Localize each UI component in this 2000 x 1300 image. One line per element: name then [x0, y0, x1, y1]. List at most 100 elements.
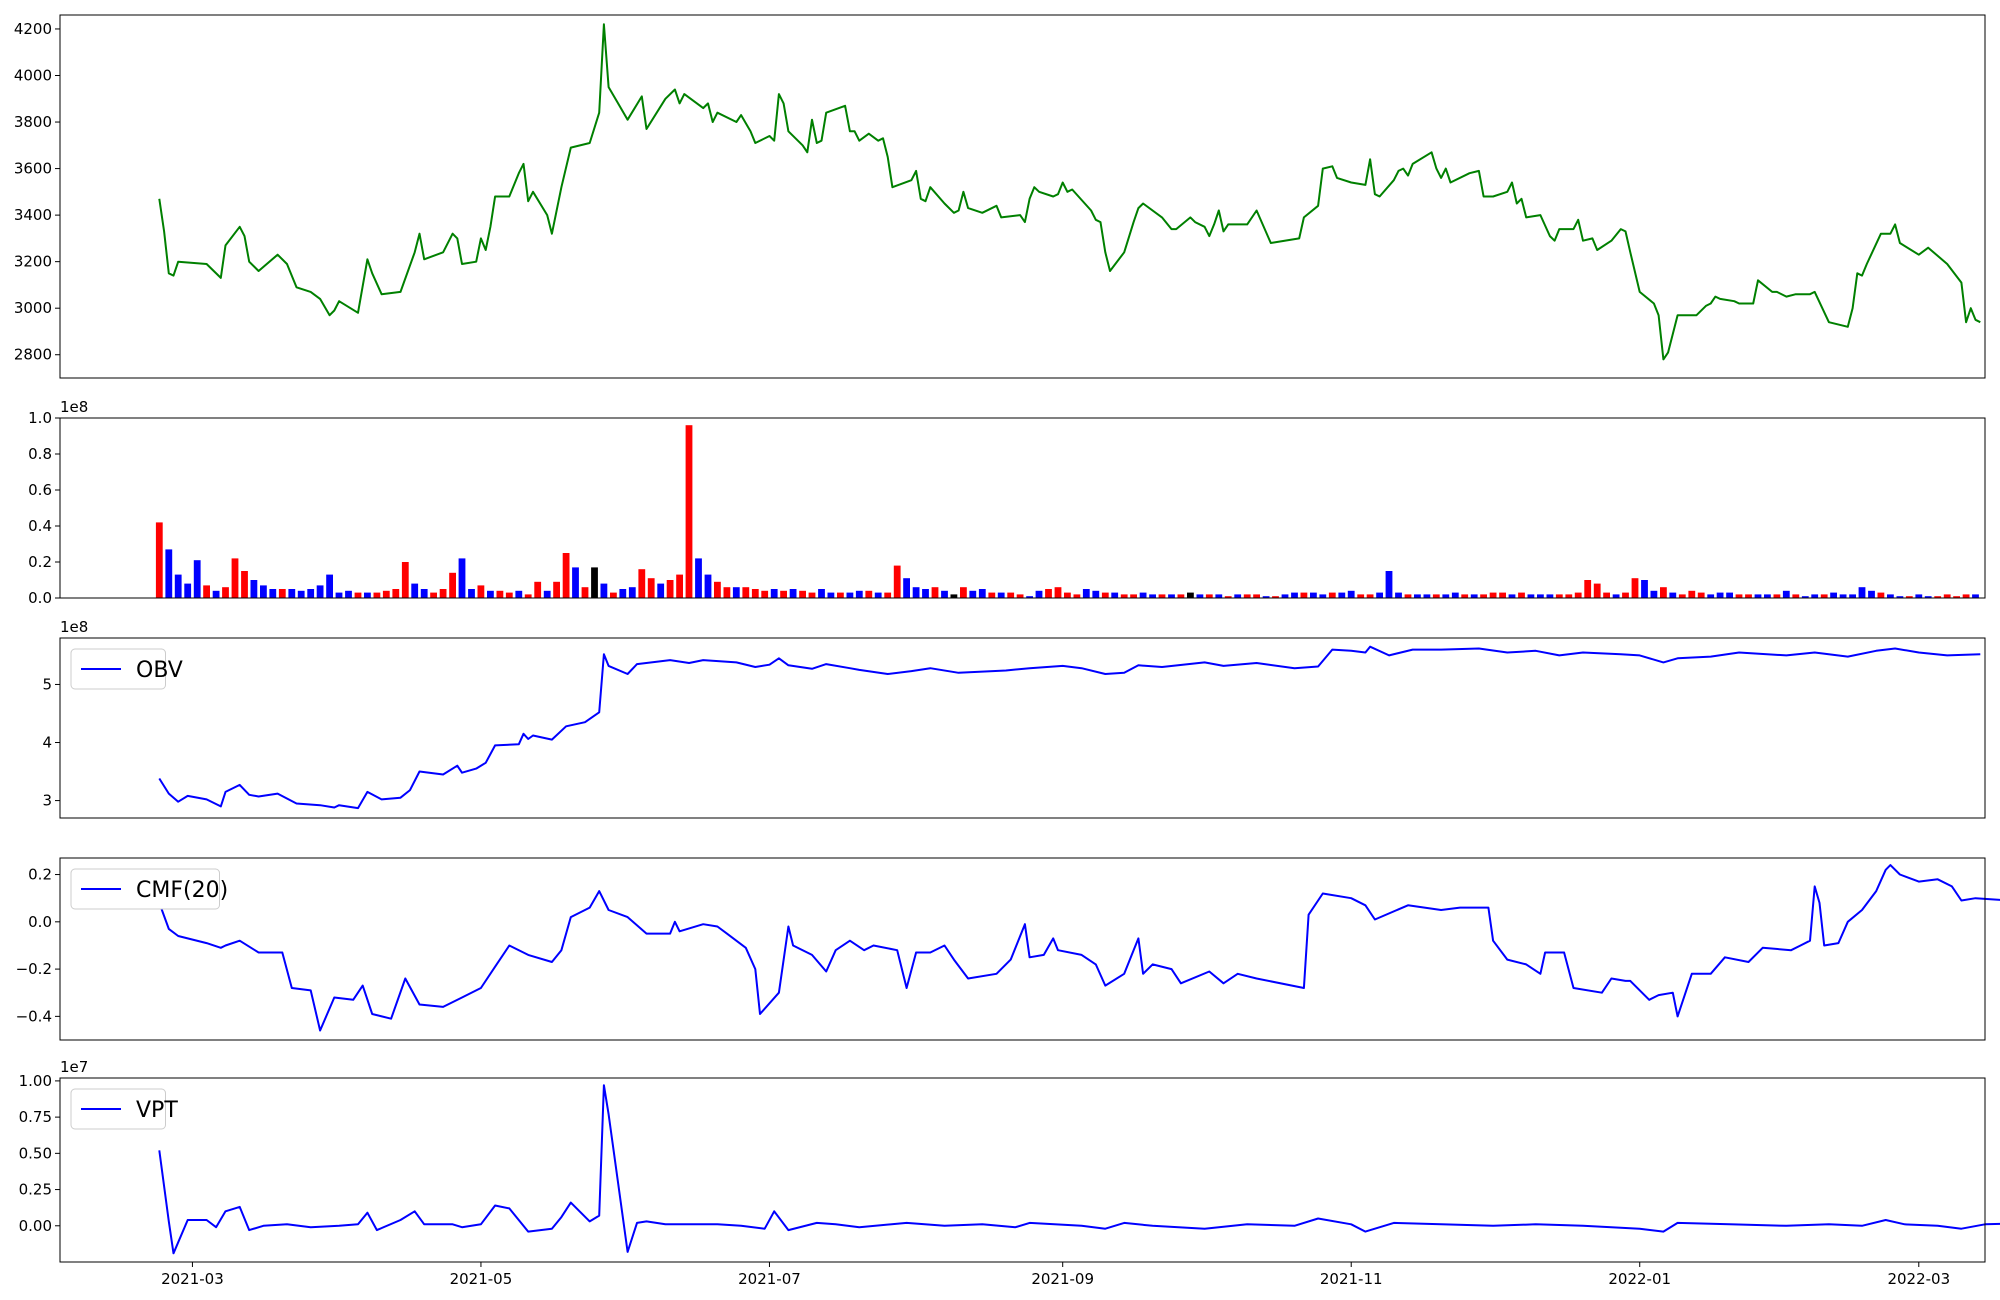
volume-bar	[1603, 592, 1610, 598]
volume-bar	[212, 590, 220, 598]
price-axes-frame	[59, 14, 1986, 379]
volume-bar	[1319, 594, 1327, 598]
volume-bar	[1234, 594, 1242, 598]
price-ytick-label: 3000	[14, 299, 52, 317]
volume-bar	[335, 592, 343, 598]
legend-label: VPT	[136, 1098, 178, 1123]
cmf-ytick-label: −0.2	[16, 960, 52, 978]
x-tick-label: 2021-07	[738, 1270, 801, 1288]
chart-panels: 280030003200340036003800400042000.00.20.…	[14, 14, 2000, 1263]
volume-bar	[808, 592, 816, 598]
volume-bar	[1688, 590, 1696, 598]
volume-bar	[591, 567, 598, 598]
volume-bar	[1972, 594, 1979, 598]
volume-bar	[1054, 587, 1062, 598]
obv-points	[159, 646, 1981, 809]
volume-bar	[1328, 592, 1336, 598]
volume-bar	[704, 574, 712, 598]
volume-bar	[1811, 594, 1819, 598]
volume-bar	[1612, 594, 1620, 598]
volume-bar	[1168, 594, 1175, 598]
volume-bar	[1205, 594, 1213, 598]
volume-bar	[1792, 594, 1800, 598]
volume-bar	[1574, 592, 1582, 598]
volume-bar	[1868, 590, 1875, 598]
volume-bar	[553, 581, 560, 598]
legend-label: OBV	[136, 658, 183, 683]
x-tick-label: 2021-03	[161, 1270, 224, 1288]
volume-bar	[449, 572, 456, 598]
vpt-ytick-label: 0.25	[19, 1181, 52, 1199]
volume-bar	[1414, 594, 1421, 598]
volume-bar	[1461, 594, 1469, 598]
volume-bar	[487, 590, 494, 598]
volume-bar	[1584, 580, 1592, 598]
price-points	[159, 24, 1981, 360]
legend-label: CMF(20)	[136, 878, 228, 903]
volume-bar	[1546, 594, 1554, 598]
volume-bar	[1016, 594, 1024, 598]
volume-bar	[477, 585, 485, 598]
volume-offset-label: 1e8	[60, 398, 88, 416]
volume-bar	[1432, 594, 1440, 598]
volume-bar	[411, 583, 419, 598]
volume-bar	[1905, 596, 1913, 598]
obv-axes-frame	[59, 637, 1986, 819]
volume-bar	[1187, 592, 1194, 598]
vpt-points	[159, 1085, 1986, 1254]
volume-bar	[297, 590, 305, 598]
cmf-ytick-label: 0.0	[28, 913, 52, 931]
volume-bar	[1716, 592, 1724, 598]
panel-vpt: 0.00 0.25 0.50 0.75 1.00 1e7 VPT	[19, 1058, 2000, 1263]
volume-bar	[1385, 571, 1393, 598]
volume-bar	[1622, 592, 1629, 598]
volume-bar	[1858, 587, 1866, 598]
volume-bar	[1499, 592, 1506, 598]
volume-bar	[941, 590, 948, 598]
volume-bar	[401, 562, 409, 598]
volume-bar	[1281, 594, 1289, 598]
volume-bar	[222, 587, 229, 598]
volume-bar	[1593, 583, 1601, 598]
panel-obv: 3 4 5 1e8 OBV	[42, 618, 1986, 819]
volume-bar	[827, 592, 835, 598]
volume-bar	[922, 589, 929, 598]
volume-bar	[714, 581, 721, 598]
volume-bar	[1215, 594, 1223, 598]
volume-bar	[676, 574, 683, 598]
volume-bar	[345, 590, 352, 598]
volume-bar	[1565, 594, 1573, 598]
price-ytick-label: 4000	[14, 67, 52, 85]
volume-bar	[619, 589, 627, 598]
volume-bar	[1660, 587, 1667, 598]
price-ytick-label: 3400	[14, 206, 52, 224]
volume-bar	[1745, 594, 1752, 598]
volume-bar	[392, 589, 400, 598]
volume-bar	[496, 590, 504, 598]
volume-bar	[1064, 592, 1071, 598]
volume-bar	[818, 589, 825, 598]
volume-bar	[193, 560, 201, 598]
volume-bar	[978, 589, 986, 598]
volume-bar	[1697, 592, 1705, 598]
volume-bar	[458, 558, 466, 598]
volume-bar	[884, 592, 892, 598]
shared-x-axis: 2021-03 2021-05 2021-07 2021-09 2021-11 2022-…	[161, 1262, 1950, 1288]
volume-bar	[524, 594, 532, 598]
volume-bar	[430, 592, 437, 598]
volume-ytick-label: 0.6	[28, 481, 52, 499]
volume-bar	[250, 580, 258, 598]
volume-bar	[269, 589, 277, 598]
volume-ytick-label: 0.4	[28, 517, 52, 535]
volume-bar	[174, 574, 182, 598]
volume-axes-frame	[59, 417, 1986, 599]
volume-bar	[1480, 594, 1487, 598]
volume-bar	[1035, 590, 1043, 598]
vpt-series-line	[158, 1084, 2000, 1255]
volume-bar	[1130, 594, 1137, 598]
volume-bar	[155, 522, 163, 598]
volume-bar	[1650, 590, 1658, 598]
volume-bar	[1310, 592, 1317, 598]
volume-bar	[260, 585, 267, 598]
obv-series-line	[158, 645, 1981, 810]
